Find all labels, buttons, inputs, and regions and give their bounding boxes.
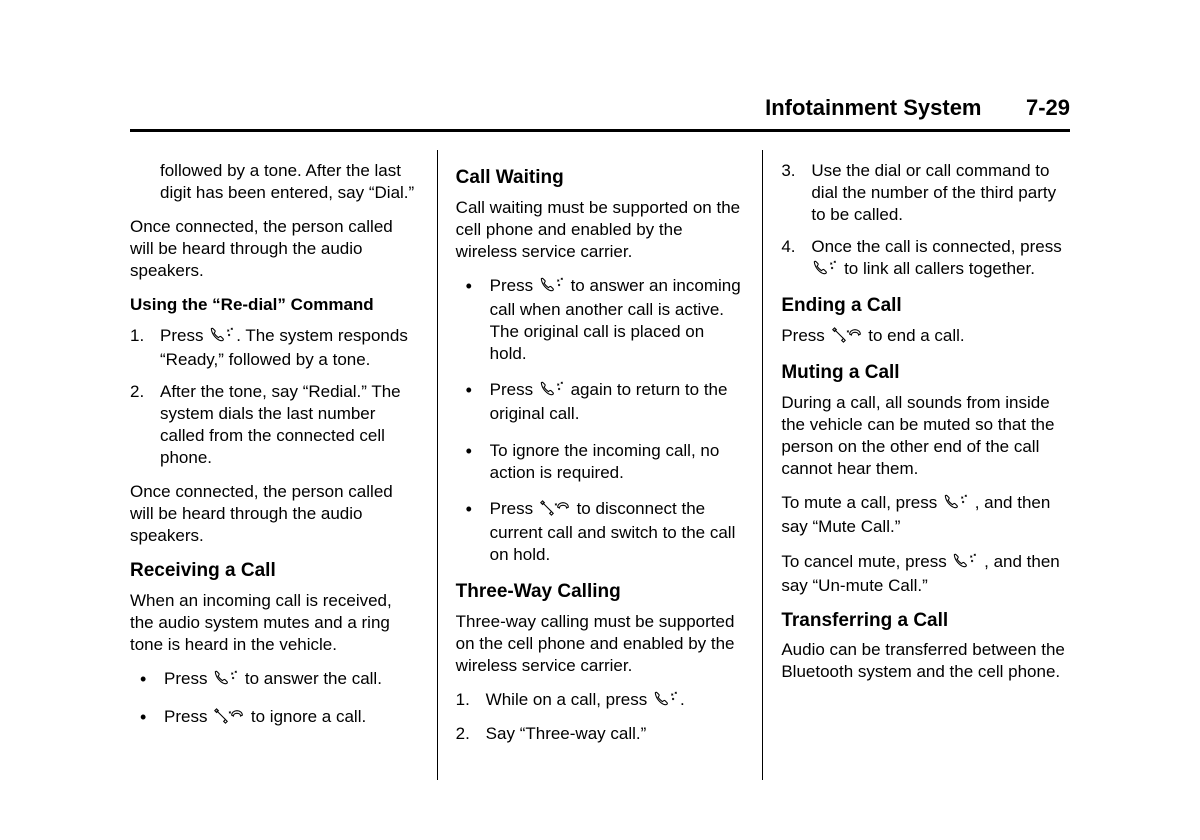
text: to end a call. bbox=[864, 326, 965, 345]
phone-voice-icon bbox=[208, 327, 236, 349]
phone-voice-icon bbox=[942, 494, 970, 516]
continued-text: followed by a tone. After the last digit… bbox=[130, 160, 419, 204]
list-item: 2. After the tone, say “Redial.” The sys… bbox=[130, 381, 419, 469]
text: to link all callers together. bbox=[839, 259, 1035, 278]
paragraph: To cancel mute, press , and then say “Un… bbox=[781, 551, 1070, 597]
list-item: Press to disconnect the current call and… bbox=[456, 498, 745, 566]
paragraph: Call waiting must be supported on the ce… bbox=[456, 197, 745, 263]
text: to ignore a call. bbox=[246, 707, 366, 726]
content-columns: followed by a tone. After the last digit… bbox=[130, 150, 1070, 780]
call-waiting-bullets: Press to answer an incoming call when an… bbox=[456, 275, 745, 566]
list-item: 1. Press . The system responds “Ready,” … bbox=[130, 325, 419, 371]
column-3: 3. Use the dial or call command to dial … bbox=[763, 150, 1070, 780]
phone-voice-icon bbox=[652, 691, 680, 713]
paragraph: Once connected, the person called will b… bbox=[130, 481, 419, 547]
text: . bbox=[680, 690, 685, 709]
column-1: followed by a tone. After the last digit… bbox=[130, 150, 438, 780]
list-item: 3. Use the dial or call command to dial … bbox=[781, 160, 1070, 226]
text: to answer the call. bbox=[240, 669, 382, 688]
text: Use the dial or call command to dial the… bbox=[811, 161, 1056, 224]
redial-steps: 1. Press . The system responds “Ready,” … bbox=[130, 325, 419, 470]
paragraph: Press to end a call. bbox=[781, 325, 1070, 349]
hangup-icon bbox=[212, 708, 246, 730]
paragraph: When an incoming call is received, the a… bbox=[130, 590, 419, 656]
receive-bullets: Press to answer the call. Press to ignor… bbox=[130, 668, 419, 730]
phone-voice-icon bbox=[212, 670, 240, 692]
text: Press bbox=[490, 276, 538, 295]
text: While on a call, press bbox=[486, 690, 652, 709]
text: To mute a call, press bbox=[781, 493, 942, 512]
header-title: Infotainment System bbox=[765, 95, 981, 121]
list-item: Press to ignore a call. bbox=[130, 706, 419, 730]
muting-call-heading: Muting a Call bbox=[781, 361, 1070, 386]
receiving-call-heading: Receiving a Call bbox=[130, 559, 419, 584]
phone-voice-icon bbox=[538, 277, 566, 299]
three-way-steps: 1. While on a call, press . 2. Say “Thre… bbox=[456, 689, 745, 745]
page-header: Infotainment System 7-29 bbox=[130, 95, 1070, 132]
transferring-call-heading: Transferring a Call bbox=[781, 609, 1070, 634]
text: After the tone, say “Redial.” The system… bbox=[160, 382, 401, 467]
list-item: 1. While on a call, press . bbox=[456, 689, 745, 713]
phone-voice-icon bbox=[811, 260, 839, 282]
text: Press bbox=[490, 380, 538, 399]
column-2: Call Waiting Call waiting must be suppor… bbox=[438, 150, 764, 780]
text: Once the call is connected, press bbox=[811, 237, 1061, 256]
list-item: Press to answer the call. bbox=[130, 668, 419, 692]
paragraph: During a call, all sounds from inside th… bbox=[781, 392, 1070, 480]
paragraph: Three-way calling must be supported on t… bbox=[456, 611, 745, 677]
list-item: 4. Once the call is connected, press to … bbox=[781, 236, 1070, 282]
call-waiting-heading: Call Waiting bbox=[456, 166, 745, 191]
text: Press bbox=[490, 499, 538, 518]
redial-heading: Using the “Re-dial” Command bbox=[130, 294, 419, 316]
text: Press bbox=[781, 326, 829, 345]
hangup-icon bbox=[538, 500, 572, 522]
three-way-heading: Three-Way Calling bbox=[456, 580, 745, 605]
text: To cancel mute, press bbox=[781, 552, 951, 571]
list-item: To ignore the incoming call, no action i… bbox=[456, 440, 745, 484]
text: Press bbox=[160, 326, 208, 345]
text: Say “Three-way call.” bbox=[486, 724, 647, 743]
text: To ignore the incoming call, no action i… bbox=[490, 441, 720, 482]
list-item: Press to answer an incoming call when an… bbox=[456, 275, 745, 365]
ending-call-heading: Ending a Call bbox=[781, 294, 1070, 319]
paragraph: Once connected, the person called will b… bbox=[130, 216, 419, 282]
header-page-number: 7-29 bbox=[1026, 95, 1070, 121]
text: Press bbox=[164, 707, 212, 726]
list-item: Press again to return to the original ca… bbox=[456, 379, 745, 425]
three-way-steps-cont: 3. Use the dial or call command to dial … bbox=[781, 160, 1070, 282]
phone-voice-icon bbox=[538, 381, 566, 403]
paragraph: To mute a call, press , and then say “Mu… bbox=[781, 492, 1070, 538]
text: Press bbox=[164, 669, 212, 688]
phone-voice-icon bbox=[951, 553, 979, 575]
list-item: 2. Say “Three-way call.” bbox=[456, 723, 745, 745]
paragraph: Audio can be transferred between the Blu… bbox=[781, 639, 1070, 683]
hangup-icon bbox=[830, 327, 864, 349]
